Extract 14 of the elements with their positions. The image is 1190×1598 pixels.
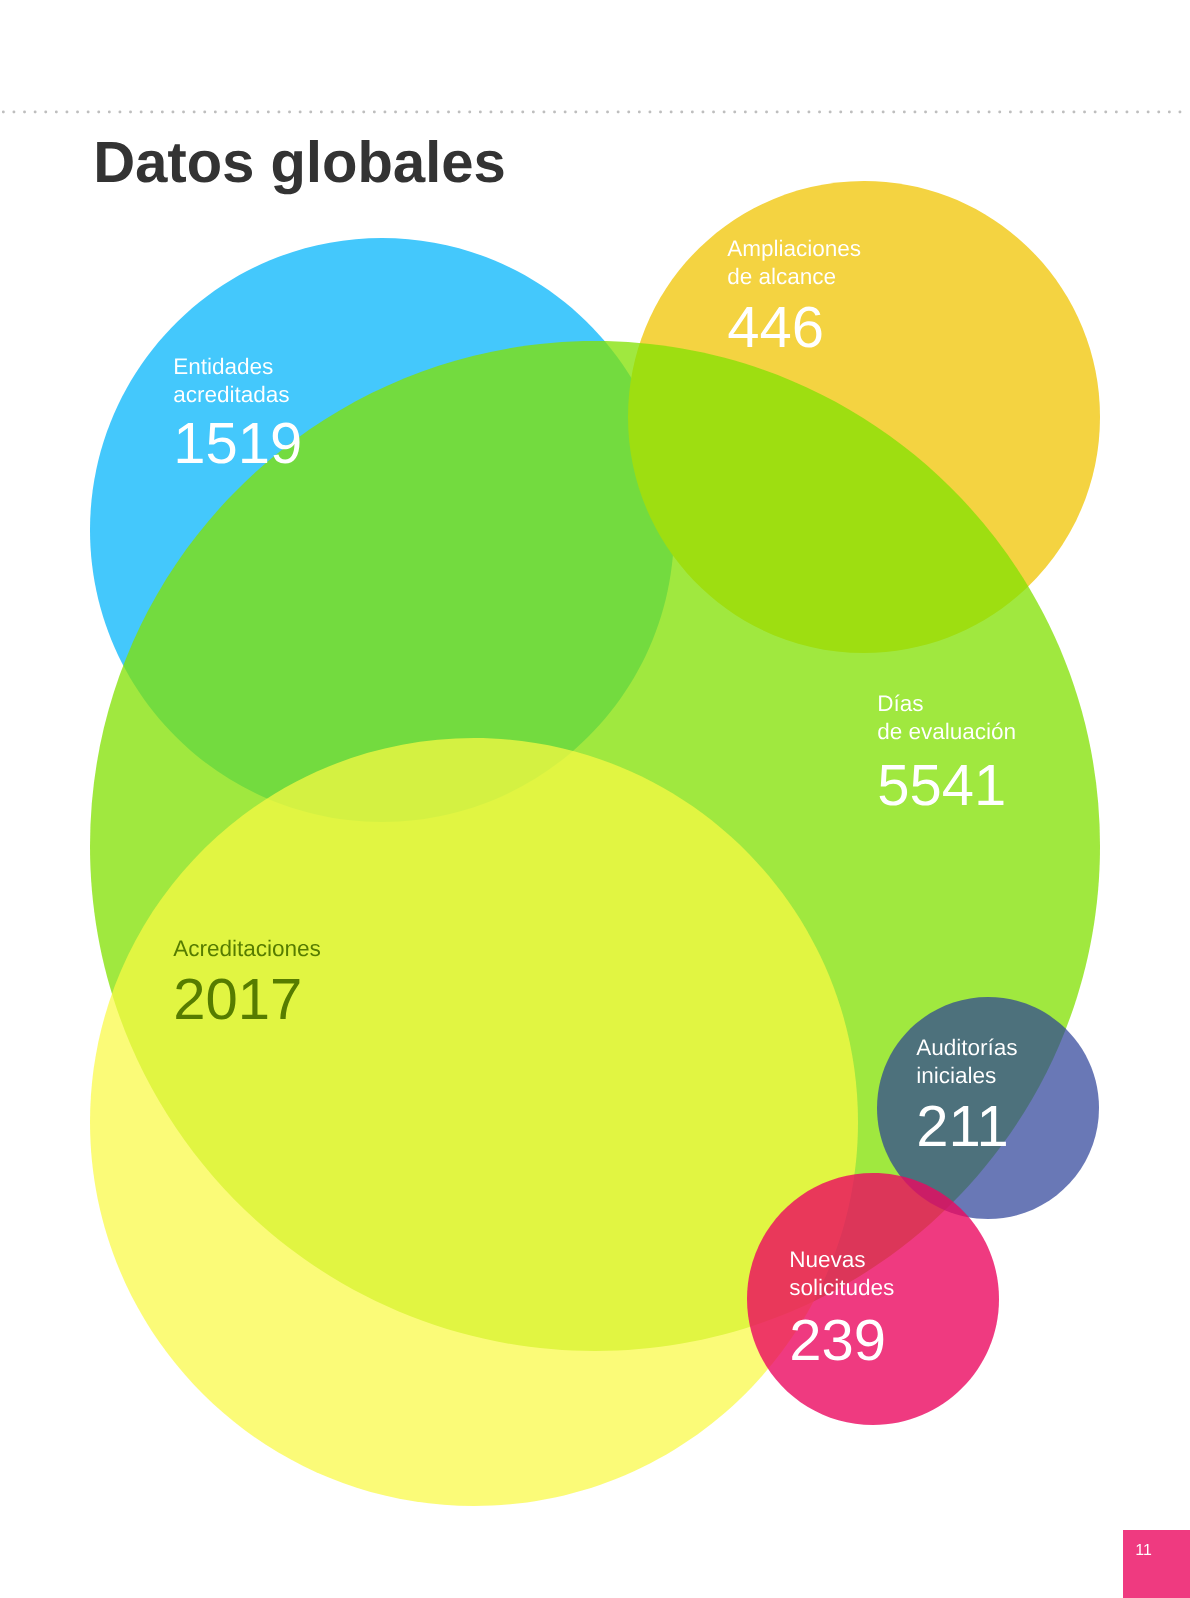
category-label: Acreditaciones (173, 939, 321, 957)
category-label: Entidades acreditadas (174, 357, 289, 403)
data-label: 239 (792, 1319, 884, 1361)
data-label: 211 (919, 1105, 1006, 1147)
category-label: Ampliaciones de alcance (727, 239, 861, 285)
category-label: Auditorías iniciales (916, 1038, 1017, 1084)
data-label: 1519 (177, 422, 300, 464)
category-label: Nuevas solicitudes (789, 1251, 894, 1296)
data-label: 5541 (879, 765, 1004, 806)
text: Datos globales (97, 139, 504, 195)
data-label: 446 (728, 306, 822, 348)
text: 11 (1136, 1544, 1152, 1556)
data-label: 2017 (176, 978, 300, 1020)
category-label: Días de evaluación (878, 694, 1015, 740)
